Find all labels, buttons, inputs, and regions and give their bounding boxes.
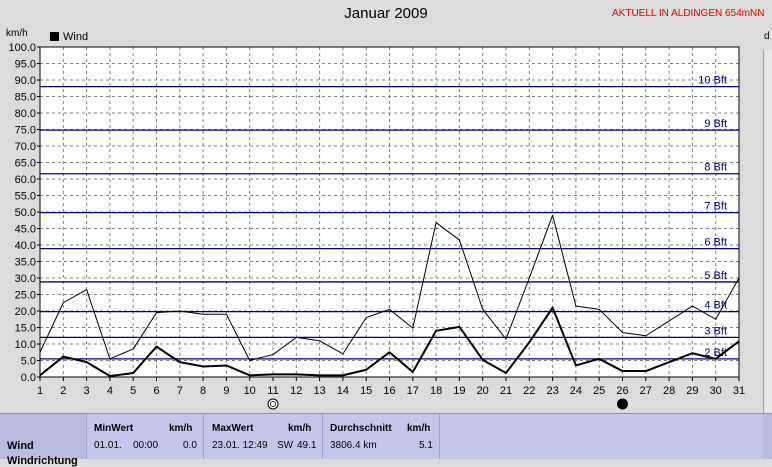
y-tick-label: 60.0	[15, 174, 36, 186]
y-tick-label: 15.0	[15, 323, 36, 335]
new-moon-icon	[617, 398, 628, 410]
y-tick-label: 35.0	[15, 257, 36, 269]
full-moon-icon-inner	[270, 401, 276, 407]
stats-avg-cell: Durchschnitt km/h 3806.4 km 5.1	[323, 414, 440, 459]
min-header: MinWert	[94, 423, 134, 434]
min-date: 01.01.	[94, 440, 122, 451]
avg-distance: 3806.4 km	[330, 440, 377, 451]
y-tick-label: 70.0	[15, 141, 36, 153]
beaufort-label: 3 Bft	[704, 325, 727, 337]
right-scrollbar[interactable]	[763, 50, 772, 458]
min-time: 00:00	[133, 440, 159, 451]
x-tick-label: 26	[616, 385, 628, 397]
x-tick-label: 23	[546, 385, 558, 397]
x-tick-label: 5	[130, 385, 136, 397]
beaufort-label: 9 Bft	[704, 118, 727, 130]
stats-row-label-2: Windrichtung	[7, 455, 78, 467]
beaufort-label: 8 Bft	[704, 162, 727, 174]
x-tick-label: 3	[84, 385, 90, 397]
x-tick-label: 8	[200, 385, 206, 397]
full-moon-icon	[267, 398, 279, 410]
y-tick-label: 5.0	[21, 356, 36, 368]
x-tick-label: 18	[430, 385, 442, 397]
x-tick-label: 10	[244, 385, 256, 397]
x-tick-label: 22	[523, 385, 535, 397]
y-tick-label: 20.0	[15, 306, 36, 318]
x-tick-label: 7	[177, 385, 183, 397]
min-unit: km/h	[169, 423, 193, 434]
y-tick-label: 45.0	[15, 224, 36, 236]
max-unit: km/h	[288, 423, 312, 434]
y-tick-label: 30.0	[15, 273, 36, 285]
y-tick-label: 55.0	[15, 191, 36, 203]
y-tick-label: 80.0	[15, 108, 36, 120]
stats-min-cell: MinWert km/h 01.01. 00:00 0.0	[87, 414, 204, 459]
right-axis-unit: d	[764, 31, 770, 42]
x-tick-label: 21	[500, 385, 512, 397]
min-value: 0.0	[183, 440, 197, 451]
y-tick-label: 95.0	[15, 59, 36, 71]
max-header: MaxWert	[212, 423, 254, 434]
plot-frame	[39, 46, 740, 378]
beaufort-label: 7 Bft	[704, 201, 727, 213]
x-tick-label: 12	[290, 385, 302, 397]
x-tick-label: 15	[360, 385, 372, 397]
x-tick-label: 30	[710, 385, 722, 397]
max-datetime: 23.01. 12:49	[212, 440, 268, 451]
legend: Wind	[50, 31, 88, 43]
x-tick-label: 28	[663, 385, 675, 397]
x-tick-label: 19	[453, 385, 465, 397]
max-direction: SW	[277, 440, 294, 451]
x-tick-label: 20	[477, 385, 489, 397]
y-tick-label: 75.0	[15, 125, 36, 137]
avg-header: Durchschnitt	[330, 423, 392, 434]
x-tick-label: 25	[593, 385, 605, 397]
stats-row-label: Wind	[7, 440, 34, 452]
beaufort-label: 10 Bft	[698, 75, 727, 87]
series-line-gust	[39, 214, 740, 361]
beaufort-label: 5 Bft	[704, 270, 727, 282]
x-tick-label: 27	[640, 385, 652, 397]
y-axis-unit: km/h	[6, 28, 28, 39]
stats-empty-cell	[440, 414, 763, 459]
max-value: 49.1	[297, 440, 317, 451]
stats-row-header: Wind Windrichtung	[0, 414, 87, 467]
chart-title: Januar 2009	[344, 5, 428, 22]
series-line-wind	[39, 306, 740, 378]
x-tick-label: 17	[407, 385, 419, 397]
wind-chart: 0.0 5.0 10.0 15.0 20.0 25.0 30.0 35.0 40.0 45.0 50…	[8, 42, 745, 410]
stats-max-cell: MaxWert km/h 23.01. 12:49 SW 49.1	[204, 414, 323, 459]
stats-table: Wind Windrichtung MinWert km/h 01.01. 00…	[0, 413, 772, 467]
avg-value: 5.1	[419, 440, 433, 451]
x-tick-label: 11	[267, 385, 278, 397]
avg-unit: km/h	[407, 423, 431, 434]
x-tick-label: 9	[223, 385, 229, 397]
x-tick-label: 31	[733, 385, 745, 397]
y-tick-label: 40.0	[15, 240, 36, 252]
x-tick-label: 24	[570, 385, 582, 397]
beaufort-label: 6 Bft	[704, 237, 727, 249]
x-tick-label: 4	[107, 385, 113, 397]
y-tick-label: 90.0	[15, 75, 36, 87]
x-tick-label: 29	[686, 385, 698, 397]
x-tick-label: 14	[337, 385, 349, 397]
y-tick-label: 85.0	[15, 92, 36, 104]
station-label: AKTUELL IN ALDINGEN 654mNN	[612, 8, 765, 19]
y-tick-label: 25.0	[15, 290, 36, 302]
x-tick-label: 13	[313, 385, 325, 397]
y-tick-label: 65.0	[15, 158, 36, 170]
x-tick-label: 6	[153, 385, 159, 397]
x-tick-label: 16	[383, 385, 395, 397]
y-tick-label: 0.0	[21, 372, 36, 384]
y-tick-label: 50.0	[15, 207, 36, 219]
legend-swatch	[50, 32, 59, 41]
legend-label: Wind	[63, 31, 89, 43]
y-tick-label: 100.0	[8, 42, 36, 54]
x-tick-label: 1	[37, 385, 43, 397]
y-tick-label: 10.0	[15, 339, 36, 351]
x-tick-label: 2	[60, 385, 66, 397]
